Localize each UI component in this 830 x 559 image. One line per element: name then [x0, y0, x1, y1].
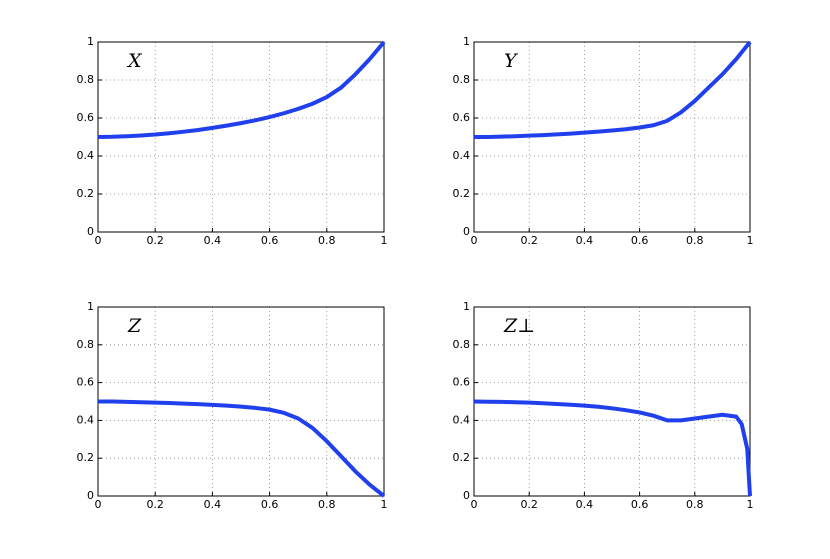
annotation: X	[126, 50, 143, 72]
y-tick-label: 0.4	[77, 413, 95, 426]
x-tick-label: 0.6	[261, 234, 279, 247]
y-tick-label: 0	[87, 225, 94, 238]
x-tick-label: 0.6	[631, 498, 649, 511]
y-tick-label: 0.6	[453, 376, 471, 389]
x-tick-label: 0.8	[686, 234, 704, 247]
x-tick-label: 0.4	[204, 498, 222, 511]
x-tick-label: 0	[471, 234, 478, 247]
x-tick-label: 0	[95, 498, 102, 511]
annotation: Z⊥	[503, 315, 535, 337]
y-tick-label: 0.6	[77, 376, 95, 389]
y-tick-label: 0.8	[453, 338, 471, 351]
x-tick-label: 0.4	[576, 234, 594, 247]
x-tick-label: 0.4	[204, 234, 222, 247]
x-tick-label: 1	[747, 234, 754, 247]
annotation: Y	[504, 50, 519, 72]
y-tick-label: 0.8	[77, 338, 95, 351]
y-tick-label: 0.4	[77, 149, 95, 162]
x-tick-label: 0.2	[520, 234, 538, 247]
y-tick-label: 0.2	[453, 187, 471, 200]
y-tick-label: 0.2	[453, 451, 471, 464]
x-tick-label: 0.2	[146, 498, 164, 511]
x-tick-label: 0.2	[520, 498, 538, 511]
x-tick-label: 0.8	[686, 498, 704, 511]
y-tick-label: 1	[463, 35, 470, 48]
x-tick-label: 0.8	[318, 498, 336, 511]
x-tick-label: 0.6	[631, 234, 649, 247]
y-tick-label: 0.4	[453, 413, 471, 426]
y-tick-label: 0.6	[77, 111, 95, 124]
x-tick-label: 1	[747, 498, 754, 511]
x-tick-label: 0	[95, 234, 102, 247]
data-line	[473, 399, 752, 497]
y-tick-label: 0.2	[77, 187, 95, 200]
y-tick-label: 1	[87, 35, 94, 48]
data-line	[98, 399, 386, 498]
x-tick-label: 0	[471, 498, 478, 511]
y-tick-label: 1	[87, 300, 94, 313]
x-tick-label: 0.6	[261, 498, 279, 511]
data-line	[474, 40, 752, 139]
x-tick-label: 0.8	[318, 234, 336, 247]
annotation: Z	[127, 315, 142, 337]
y-tick-label: 0.2	[77, 451, 95, 464]
x-tick-label: 0.4	[576, 498, 594, 511]
y-tick-label: 0	[87, 489, 94, 502]
y-tick-label: 0.8	[453, 73, 471, 86]
y-tick-label: 1	[463, 300, 470, 313]
data-line	[97, 40, 386, 139]
x-tick-label: 1	[381, 234, 388, 247]
x-tick-label: 1	[381, 498, 388, 511]
x-tick-label: 0.2	[146, 234, 164, 247]
y-tick-label: 0.6	[453, 111, 471, 124]
y-tick-label: 0	[463, 489, 470, 502]
y-tick-label: 0.8	[77, 73, 95, 86]
y-tick-label: 0.4	[453, 149, 471, 162]
y-tick-label: 0	[463, 225, 470, 238]
